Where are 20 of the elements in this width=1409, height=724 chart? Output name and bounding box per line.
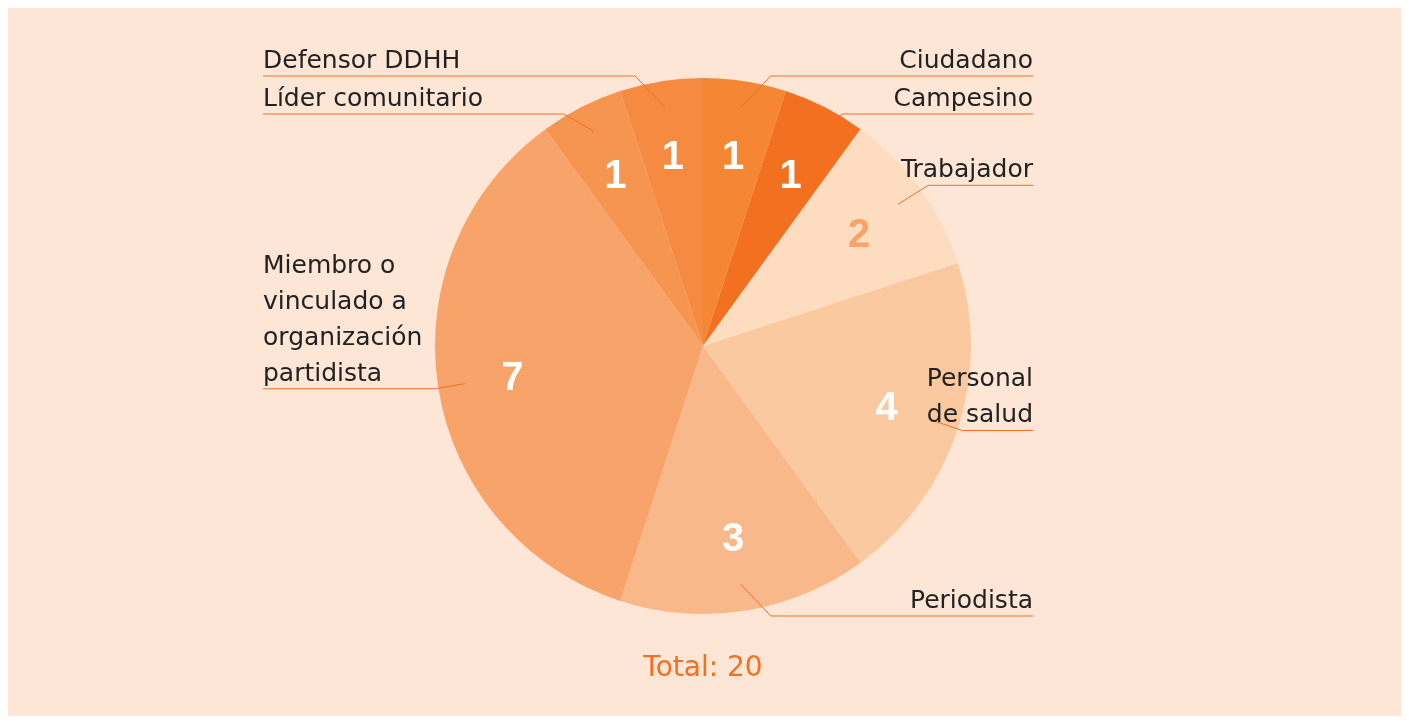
data-label: 2 xyxy=(847,210,871,255)
data-label: 7 xyxy=(501,354,524,399)
slice-label: Campesino xyxy=(893,83,1033,113)
slice-label: Periodista xyxy=(909,584,1033,614)
pie-slice xyxy=(620,346,861,614)
data-label: 1 xyxy=(661,133,684,178)
slice-label: Defensor DDHH xyxy=(263,45,461,75)
pie-slice xyxy=(435,129,703,601)
slice-label: Ciudadano xyxy=(899,45,1033,75)
slice-label: Líder comunitario xyxy=(263,83,484,113)
slice-label: Miembro o vinculado a organización partidista xyxy=(263,249,423,387)
data-label: 1 xyxy=(722,133,745,178)
slice-label: Personal de salud xyxy=(926,363,1033,429)
data-label: 4 xyxy=(875,383,899,428)
data-label: 1 xyxy=(779,152,802,197)
text: Total: 20 xyxy=(642,650,763,683)
data-label: 3 xyxy=(722,514,745,559)
data-label: 1 xyxy=(604,152,627,197)
slice-label: Trabajador xyxy=(899,154,1034,184)
pie-slice xyxy=(545,91,703,346)
